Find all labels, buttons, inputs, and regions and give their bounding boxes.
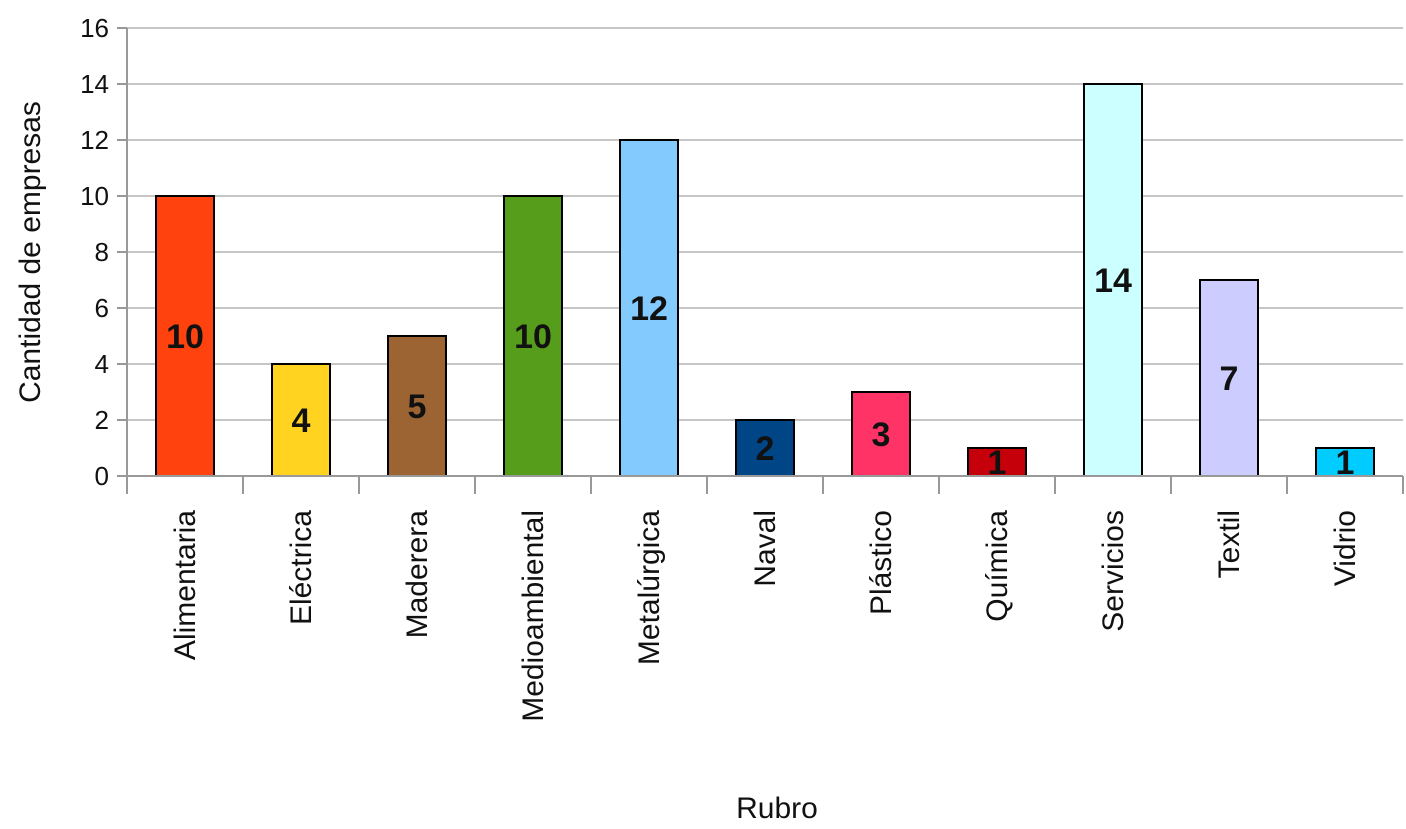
data-label: 5 — [408, 388, 427, 426]
y-tick-label: 16 — [80, 13, 109, 43]
data-label: 1 — [988, 444, 1007, 482]
bar-química — [967, 447, 1027, 477]
y-axis-title: Cantidad de empresas — [14, 101, 47, 403]
y-tick-label: 12 — [80, 125, 109, 155]
data-label: 10 — [166, 318, 204, 356]
bar-medioambiental — [503, 195, 563, 477]
data-label: 10 — [514, 318, 552, 356]
x-category-label: Medioambiental — [517, 510, 550, 722]
y-tick-label: 4 — [95, 349, 109, 379]
x-category-label: Eléctrica — [285, 510, 318, 625]
x-category-label: Textil — [1213, 510, 1246, 578]
y-tick-label: 2 — [95, 405, 109, 435]
x-category-label: Naval — [749, 510, 782, 587]
bar-eléctrica — [271, 363, 331, 477]
x-category-label: Vidrio — [1329, 510, 1362, 586]
data-label: 3 — [872, 416, 891, 454]
data-label: 12 — [630, 290, 668, 328]
y-tick-label: 0 — [95, 461, 109, 491]
bar-naval — [735, 419, 795, 477]
data-label: 1 — [1336, 444, 1355, 482]
x-axis-title: Rubro — [736, 792, 818, 825]
bar-metalúrgica — [619, 139, 679, 477]
y-axis-ticks: 0 2 4 6 8 10 12 14 16 — [80, 13, 127, 491]
x-category-label: Servicios — [1097, 510, 1130, 632]
bar-plástico — [851, 391, 911, 477]
bar-alimentaria — [155, 195, 215, 477]
x-category-label: Alimentaria — [169, 510, 202, 660]
data-label: 7 — [1220, 360, 1239, 398]
x-category-label: Maderera — [401, 510, 434, 639]
x-axis-categories: Alimentaria Eléctrica Maderera Medioambient… — [126, 476, 1404, 722]
y-tick-label: 10 — [80, 181, 109, 211]
x-category-label: Metalúrgica — [633, 510, 666, 665]
y-tick-label: 6 — [95, 293, 109, 323]
bar-vidrio — [1315, 447, 1375, 477]
x-category-label: Plástico — [865, 510, 898, 615]
y-tick-label: 14 — [80, 69, 109, 99]
bar-servicios — [1083, 83, 1143, 477]
bar-maderera — [387, 335, 447, 477]
data-labels: 10 4 5 10 12 2 3 1 14 7 1 — [166, 262, 1354, 482]
data-label: 14 — [1094, 262, 1132, 300]
bars — [155, 83, 1375, 477]
x-category-label: Química — [981, 510, 1014, 622]
y-tick-label: 8 — [95, 237, 109, 267]
gridlines — [127, 27, 1403, 421]
data-label: 4 — [292, 402, 311, 440]
data-label: 2 — [756, 430, 775, 468]
